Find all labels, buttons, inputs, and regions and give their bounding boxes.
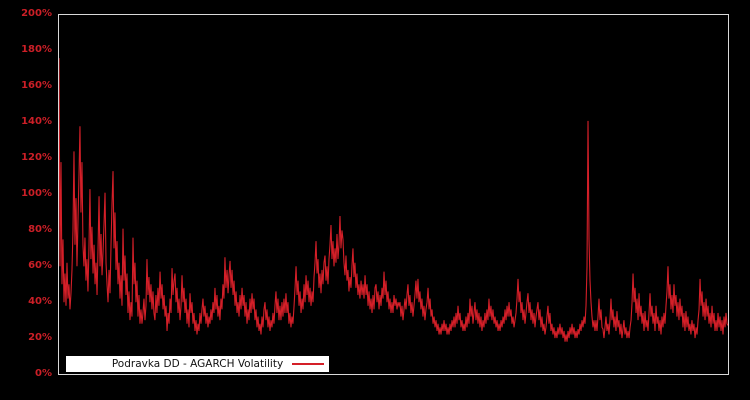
y-axis-tick-label: 60%: [28, 260, 52, 271]
volatility-series-svg: [59, 15, 728, 374]
y-axis-tick-label: 120%: [21, 152, 52, 163]
legend: Podravka DD - AGARCH Volatility: [66, 356, 329, 372]
y-axis-tick-label: 140%: [21, 116, 52, 127]
y-axis-tick-label: 0%: [35, 368, 52, 379]
legend-label: Podravka DD - AGARCH Volatility: [111, 358, 284, 370]
y-axis-tick-label: 200%: [21, 8, 52, 19]
y-axis-tick-label: 180%: [21, 44, 52, 55]
legend-line-sample-icon: [292, 363, 324, 365]
plot-area: Podravka DD - AGARCH Volatility: [58, 14, 729, 375]
y-axis-tick-label: 100%: [21, 188, 52, 199]
volatility-series-line: [59, 58, 728, 342]
y-axis-tick-label: 80%: [28, 224, 52, 235]
y-axis-tick-label: 40%: [28, 296, 52, 307]
y-axis-tick-label: 20%: [28, 332, 52, 343]
y-axis-tick-label: 160%: [21, 80, 52, 91]
